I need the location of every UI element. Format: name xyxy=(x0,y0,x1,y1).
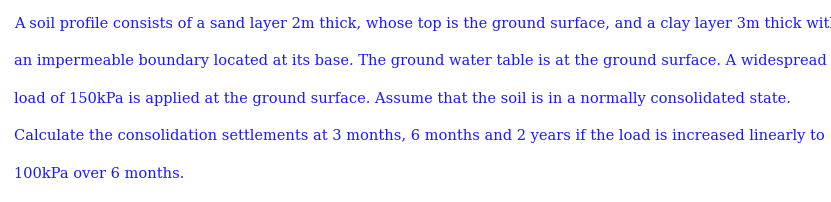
Text: load of 150kPa is applied at the ground surface. Assume that the soil is in a no: load of 150kPa is applied at the ground … xyxy=(14,91,791,105)
Text: Calculate the consolidation settlements at 3 months, 6 months and 2 years if the: Calculate the consolidation settlements … xyxy=(14,128,824,142)
Text: an impermeable boundary located at its base. The ground water table is at the gr: an impermeable boundary located at its b… xyxy=(14,54,827,68)
Text: 100kPa over 6 months.: 100kPa over 6 months. xyxy=(14,166,184,180)
Text: A soil profile consists of a sand layer 2m thick, whose top is the ground surfac: A soil profile consists of a sand layer … xyxy=(14,17,831,31)
